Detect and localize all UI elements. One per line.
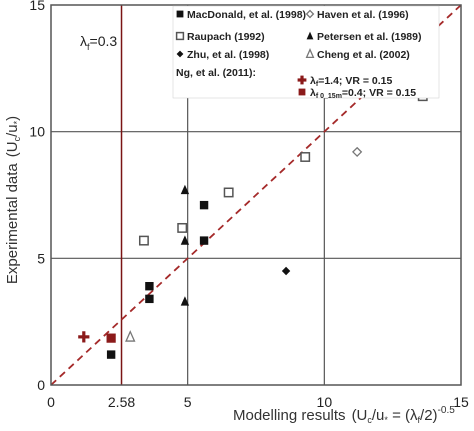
y-tick-label: 10 bbox=[29, 124, 45, 140]
legend-marker-5 bbox=[305, 47, 315, 59]
legend-marker-0 bbox=[176, 10, 184, 18]
data-point-series-3 bbox=[180, 184, 190, 195]
data-point-series-2 bbox=[300, 152, 311, 162]
y-tick-label: 5 bbox=[37, 250, 45, 266]
y-axis-title: Experimental data(Uc/u*) bbox=[4, 116, 22, 284]
x-axis-title: Modelling results (Uc/u* = (λf/2)-0.5 bbox=[233, 405, 455, 425]
y-tick-label: 0 bbox=[37, 377, 45, 393]
data-point-series-0 bbox=[199, 200, 209, 210]
data-point-series-2 bbox=[223, 187, 234, 198]
reference-lines bbox=[50, 4, 462, 386]
legend-label-3: Petersen et al. (1989) bbox=[317, 31, 421, 43]
data-point-series-1 bbox=[352, 146, 363, 158]
legend-ng-marker-0 bbox=[297, 75, 307, 85]
data-point-series-2 bbox=[138, 235, 149, 246]
x-tick-label: 0 bbox=[47, 394, 55, 410]
legend-label-4: Zhu, et al. (1998) bbox=[187, 49, 269, 61]
data-point-series-5 bbox=[125, 330, 136, 342]
legend-box bbox=[172, 5, 440, 99]
legend-marker-3 bbox=[306, 31, 314, 40]
x-tick-label: 10 bbox=[317, 394, 333, 410]
data-point-series-0 bbox=[106, 350, 116, 359]
data-point-series-0 bbox=[145, 282, 154, 291]
data-point-series-3 bbox=[180, 296, 190, 306]
legend-ng-label-1: λf 0_15m=0.4; VR = 0.15 bbox=[310, 87, 416, 100]
y-tick-label: 15 bbox=[29, 0, 45, 13]
legend: MacDonald, et al. (1998) Haven et al. (19… bbox=[172, 5, 440, 100]
data-point-series-0 bbox=[199, 236, 209, 245]
data-point-ng-0-v bbox=[82, 331, 86, 343]
legend-marker-1 bbox=[305, 9, 315, 19]
legend-label-2: Raupach (1992) bbox=[187, 31, 265, 43]
legend-label-0: MacDonald, et al. (1998) bbox=[187, 9, 306, 21]
legend-label-1: Haven et al. (1996) bbox=[317, 9, 409, 21]
plot-frame bbox=[50, 4, 462, 386]
legend-ng-group-label: Ng, et al. (2011): bbox=[176, 67, 256, 79]
data-point-ng-1 bbox=[106, 333, 116, 343]
data-point-series-4 bbox=[281, 266, 291, 276]
legend-ng-marker-1 bbox=[298, 88, 306, 96]
x-tick-label: 2.58 bbox=[108, 394, 135, 410]
data-point-series-0 bbox=[145, 294, 154, 304]
legend-marker-4 bbox=[176, 50, 184, 58]
vertical-line-label: λf=0.3 bbox=[80, 33, 117, 52]
legend-ng-label-0: λf=1.4; VR = 0.15 bbox=[310, 75, 392, 88]
legend-marker-2 bbox=[175, 31, 185, 41]
legend-label-5: Cheng et al. (2002) bbox=[317, 49, 410, 61]
data-point-series-3 bbox=[180, 235, 190, 245]
x-tick-label: 15 bbox=[453, 394, 469, 410]
diagonal-1to1-line bbox=[50, 4, 462, 386]
data-point-series-2 bbox=[177, 222, 188, 233]
data-point-ng-0 bbox=[78, 331, 90, 343]
legend-ng-marker-0-v bbox=[300, 75, 304, 85]
x-tick-label: 5 bbox=[184, 394, 192, 410]
tick-labels: 0 2.58 5 10 15 0 5 10 15 bbox=[29, 0, 469, 410]
